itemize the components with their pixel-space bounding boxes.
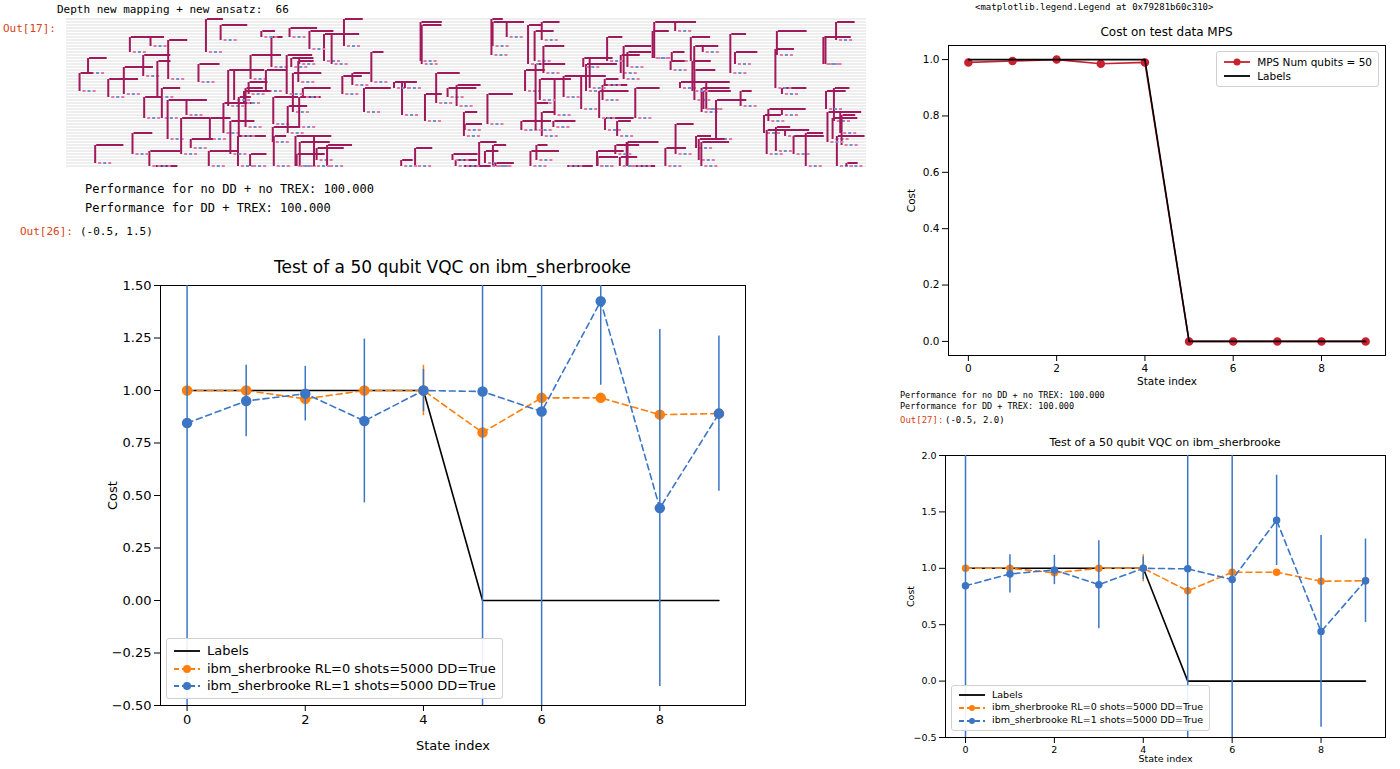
svg-text:1.5: 1.5 bbox=[921, 506, 936, 517]
svg-text:6: 6 bbox=[1230, 362, 1237, 374]
svg-text:−0.50: −0.50 bbox=[112, 698, 152, 713]
svg-text:2: 2 bbox=[1051, 744, 1057, 755]
html-text:Test of a 50 qubit VQC on ibm_: Test of a 50 qubit VQC on ibm_sherbrooke bbox=[1049, 436, 1281, 449]
svg-text:1.50: 1.50 bbox=[123, 280, 152, 293]
svg-text:8: 8 bbox=[1318, 362, 1325, 374]
html-text:Out[27]: (-0.5, 2.0): Out[27]: (-0.5, 2.0) bbox=[900, 415, 1005, 425]
svg-text:2: 2 bbox=[301, 712, 309, 727]
html-text:Test of a 50 qubit VQC on ibm_: Test of a 50 qubit VQC on ibm_sherbrooke bbox=[273, 257, 631, 277]
svg-text:0.8: 0.8 bbox=[923, 109, 940, 121]
svg-text:State index: State index bbox=[1137, 375, 1197, 387]
svg-text:4: 4 bbox=[1142, 362, 1149, 374]
svg-text:−0.5: −0.5 bbox=[913, 732, 936, 743]
svg-text:6: 6 bbox=[1229, 744, 1235, 755]
svg-text:4: 4 bbox=[419, 712, 427, 727]
svg-text:0.6: 0.6 bbox=[923, 166, 940, 178]
svg-text:0.0: 0.0 bbox=[923, 335, 940, 347]
html-text:Performance for DD + TREX: 100: Performance for DD + TREX: 100.000 bbox=[85, 201, 331, 215]
svg-text:0.50: 0.50 bbox=[123, 488, 152, 503]
svg-text:0: 0 bbox=[183, 712, 191, 727]
svg-text:6: 6 bbox=[537, 712, 545, 727]
svg-text:8: 8 bbox=[1318, 744, 1324, 755]
html-text:Cost on test data MPS: Cost on test data MPS bbox=[1100, 25, 1233, 39]
svg-text:State index: State index bbox=[1138, 753, 1193, 764]
svg-text:Cost: Cost bbox=[105, 481, 120, 510]
html-text:ibm_sherbrooke RL=0 shots=5000: ibm_sherbrooke RL=0 shots=5000 DD=True bbox=[207, 660, 496, 676]
html-text:Labels: Labels bbox=[992, 688, 1023, 700]
svg-text:0: 0 bbox=[965, 362, 972, 374]
svg-text:1.00: 1.00 bbox=[123, 383, 152, 398]
svg-text:0: 0 bbox=[962, 744, 968, 755]
svg-text:2: 2 bbox=[1053, 362, 1060, 374]
html-text:Out[17]:: Out[17]: bbox=[3, 22, 56, 35]
svg-text:1.0: 1.0 bbox=[923, 53, 940, 65]
svg-text:0.4: 0.4 bbox=[923, 222, 940, 234]
svg-text:1.0: 1.0 bbox=[921, 562, 936, 573]
svg-text:0.5: 0.5 bbox=[921, 619, 936, 630]
html-text:Performance for DD + TREX: 100: Performance for DD + TREX: 100.000 bbox=[900, 401, 1074, 411]
svg-text:−0.25: −0.25 bbox=[112, 645, 152, 660]
svg-text:0.2: 0.2 bbox=[923, 278, 940, 290]
html-text:ibm_sherbrooke RL=1 shots=5000: ibm_sherbrooke RL=1 shots=5000 DD=True bbox=[207, 678, 496, 694]
svg-text:4: 4 bbox=[1140, 744, 1147, 756]
svg-text:0.00: 0.00 bbox=[123, 593, 152, 608]
svg-text:8: 8 bbox=[656, 712, 664, 727]
svg-text:0.75: 0.75 bbox=[123, 435, 152, 450]
svg-text:Cost: Cost bbox=[905, 586, 916, 607]
html-text:ibm_sherbrooke RL=0 shots=5000: ibm_sherbrooke RL=0 shots=5000 DD=True bbox=[992, 701, 1204, 713]
html-text:Labels: Labels bbox=[1257, 70, 1291, 83]
svg-text:2.0: 2.0 bbox=[921, 450, 936, 461]
html-text:Depth new mapping + new ansatz: Depth new mapping + new ansatz: 66 bbox=[57, 3, 289, 16]
html-text:ibm_sherbrooke RL=1 shots=5000: ibm_sherbrooke RL=1 shots=5000 DD=True bbox=[992, 714, 1204, 726]
html-text:Performance for no DD + no TRE: Performance for no DD + no TREX: 100.000 bbox=[900, 390, 1105, 400]
html-text:<matplotlib.legend.Legend at 0: <matplotlib.legend.Legend at 0x79281b60c… bbox=[975, 2, 1214, 12]
html-text:(-0.5, 1.5): (-0.5, 1.5) bbox=[80, 225, 153, 238]
html-text:MPS Num qubits = 50: MPS Num qubits = 50 bbox=[1257, 56, 1372, 68]
html-text:Performance for no DD + no TRE: Performance for no DD + no TREX: 100.000 bbox=[85, 182, 374, 196]
svg-text:Cost: Cost bbox=[905, 189, 917, 212]
svg-text:0.0: 0.0 bbox=[921, 675, 936, 686]
svg-text:1.25: 1.25 bbox=[123, 330, 152, 345]
svg-text:State index: State index bbox=[416, 738, 490, 753]
html-text:Out[26]:: Out[26]: bbox=[20, 225, 73, 238]
html-text:Labels: Labels bbox=[207, 643, 249, 659]
svg-text:0.25: 0.25 bbox=[123, 540, 152, 555]
